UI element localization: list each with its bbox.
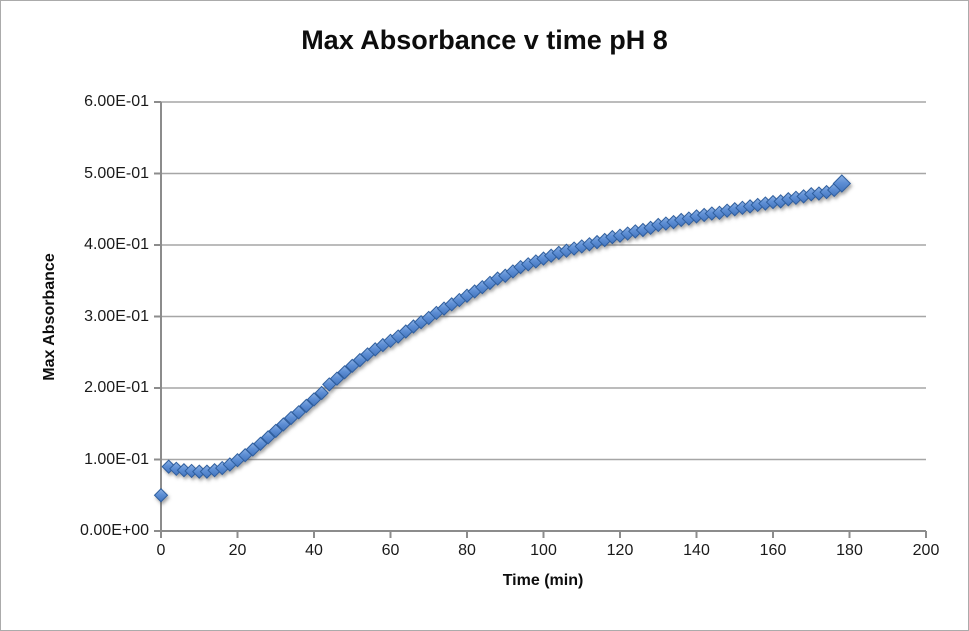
x-tick-label: 0: [156, 542, 166, 559]
y-tick-label: 6.00E-01: [84, 93, 149, 110]
y-tick-label: 2.00E-01: [84, 379, 149, 396]
data-point-marker[interactable]: [260, 430, 276, 445]
data-point-marker[interactable]: [314, 385, 329, 401]
data-point-marker[interactable]: [299, 398, 314, 414]
y-tick-label: 4.00E-01: [84, 236, 149, 253]
x-tick-label: 120: [606, 542, 634, 559]
y-tick-label: 3.00E-01: [84, 307, 149, 325]
data-point-marker[interactable]: [337, 365, 352, 380]
x-tick-label: 80: [458, 542, 476, 559]
chart-title: Max Absorbance v time pH 8: [301, 25, 668, 55]
y-tick-label: 1.00E-01: [84, 450, 149, 468]
x-tick-label: 200: [912, 542, 940, 559]
x-tick-label: 60: [381, 542, 400, 559]
data-point-marker[interactable]: [253, 436, 268, 451]
x-tick-label: 20: [228, 542, 247, 559]
y-tick-label: 0.00E+00: [80, 522, 149, 539]
x-tick-label: 40: [305, 542, 323, 559]
data-point-marker[interactable]: [268, 423, 283, 439]
data-point-marker[interactable]: [291, 405, 306, 420]
data-point-marker[interactable]: [832, 174, 852, 193]
data-point-marker[interactable]: [276, 417, 291, 432]
data-point-marker[interactable]: [306, 392, 322, 407]
data-point-marker[interactable]: [153, 488, 169, 503]
x-axis-title: Time (min): [502, 572, 584, 589]
data-point-marker[interactable]: [329, 371, 345, 386]
x-tick-label: 140: [683, 542, 710, 559]
x-tick-label: 160: [759, 542, 787, 559]
y-tick-label: 5.00E-01: [84, 164, 149, 182]
x-tick-label: 180: [836, 542, 863, 559]
x-tick-label: 100: [530, 542, 557, 559]
